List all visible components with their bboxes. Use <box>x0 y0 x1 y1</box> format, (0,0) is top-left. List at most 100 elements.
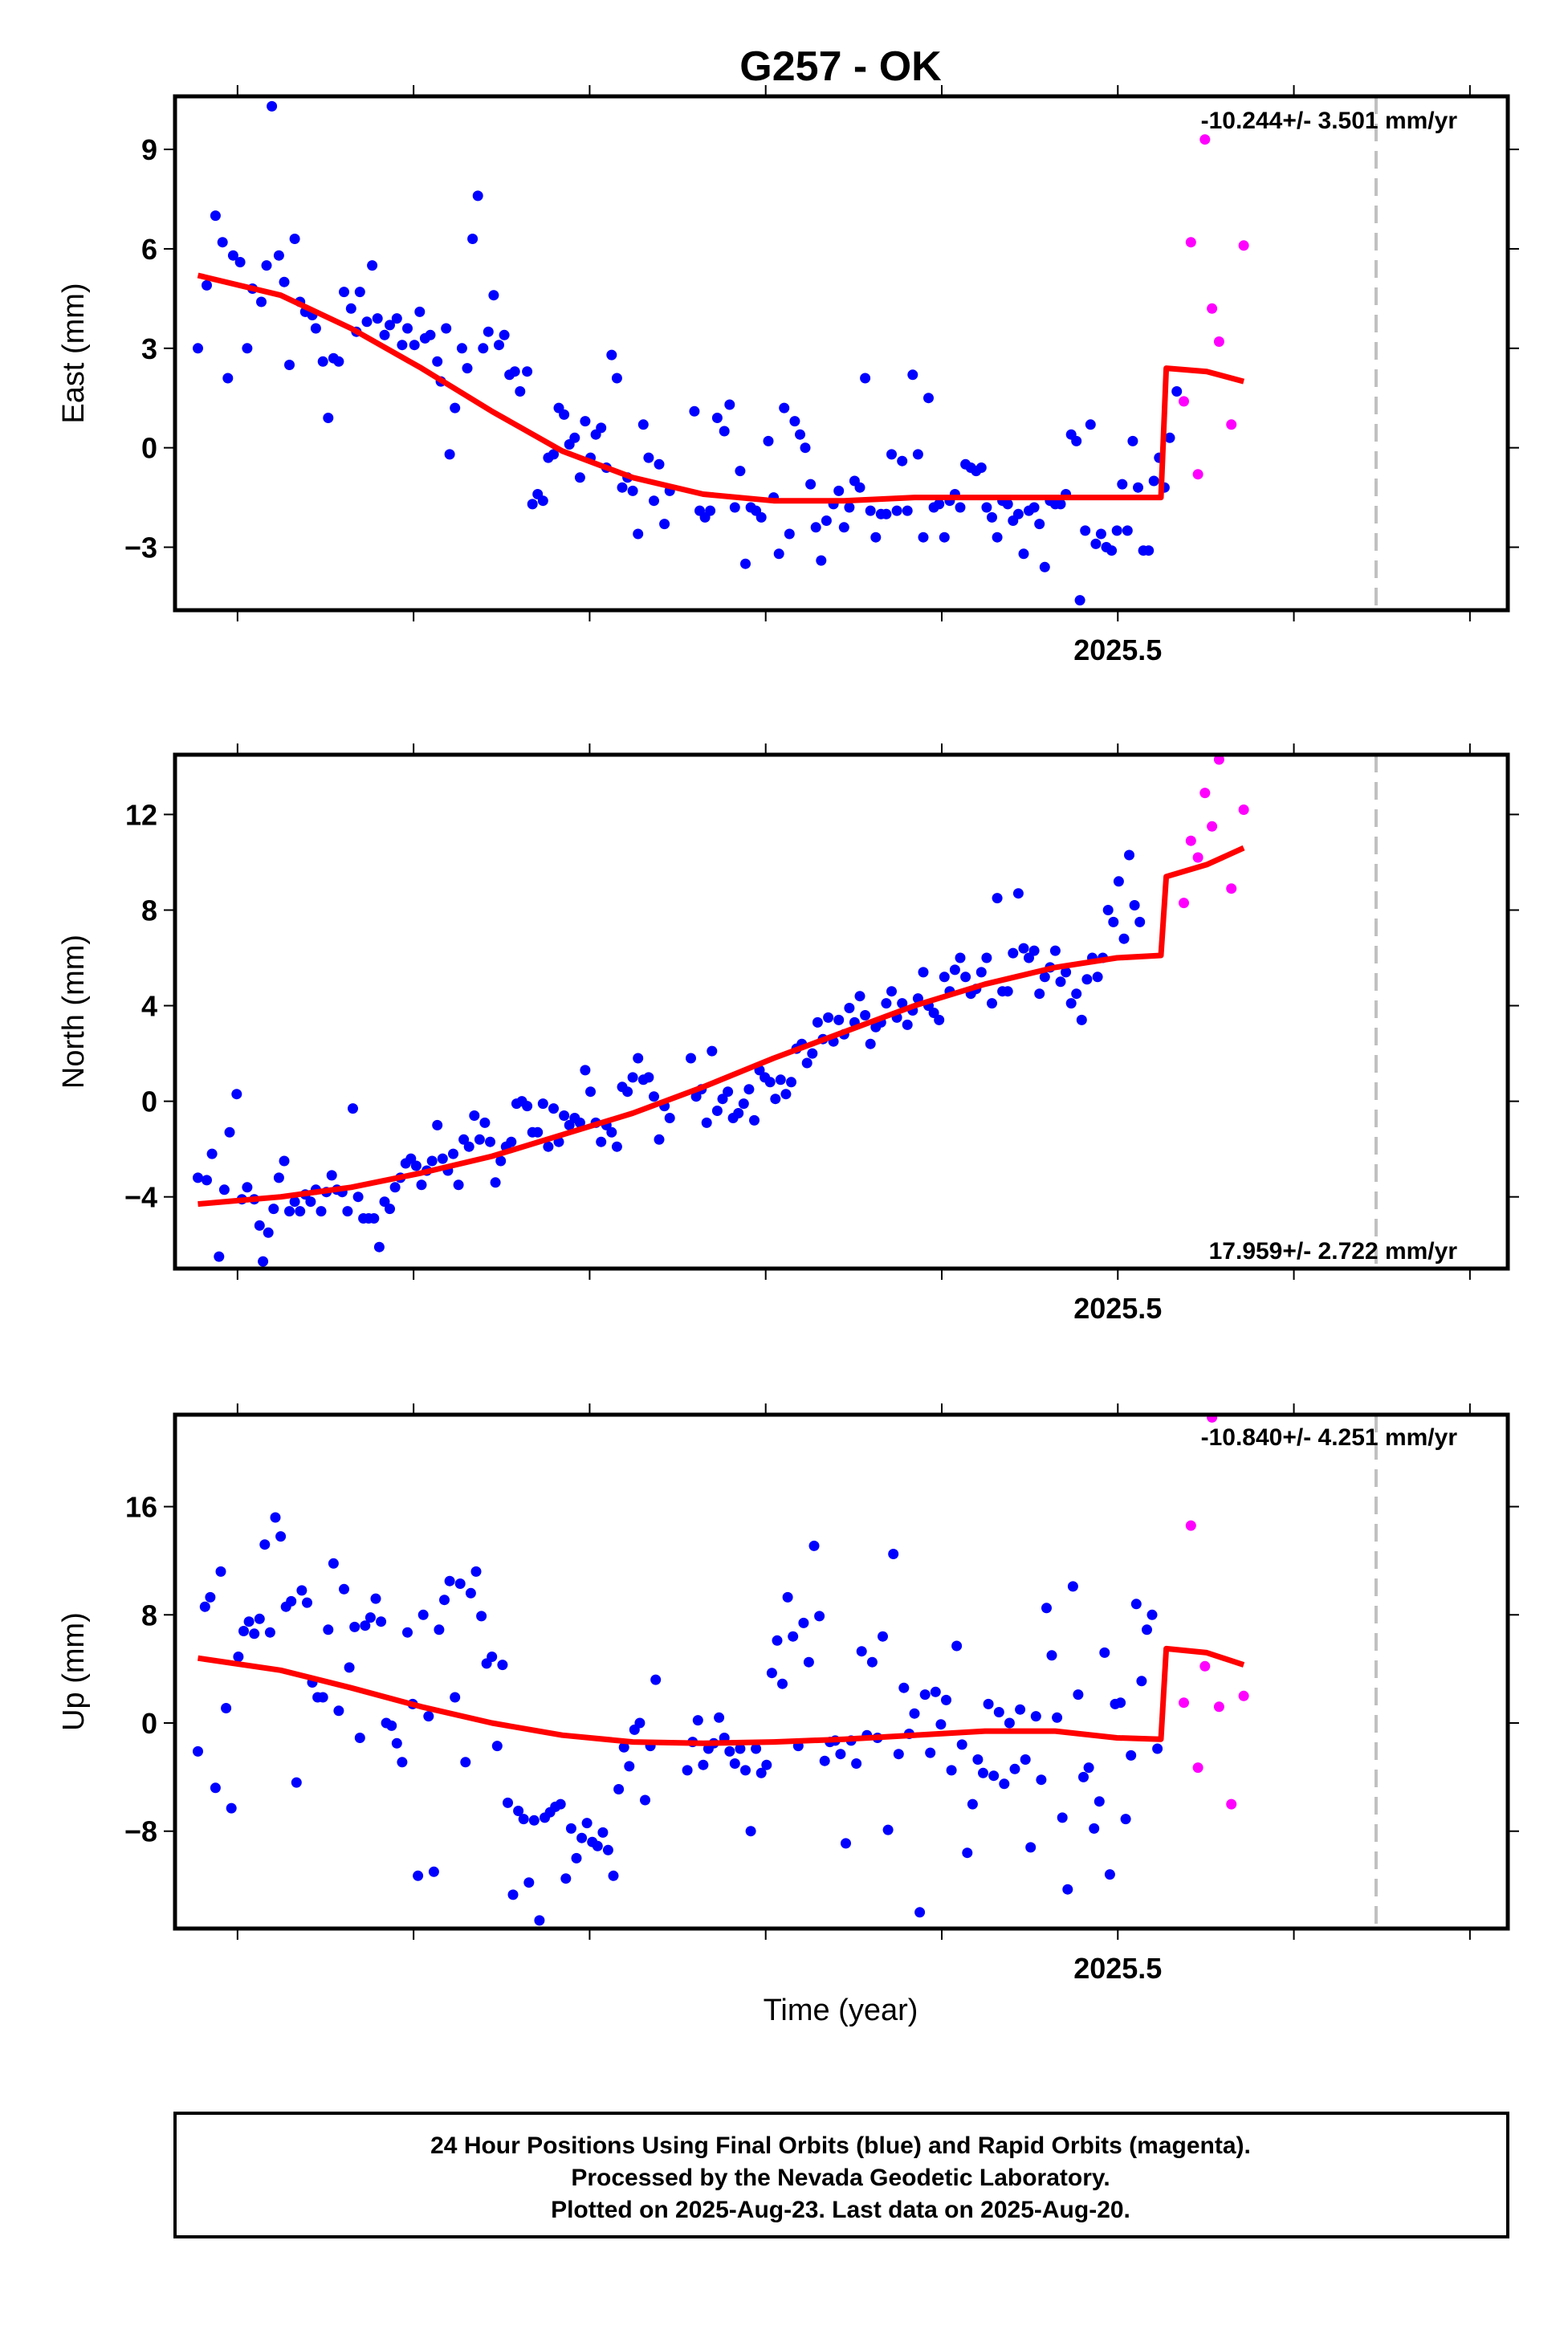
east-final-point <box>689 405 700 417</box>
east-final-point <box>891 505 902 516</box>
east-plot-frame <box>173 94 1510 613</box>
north-final-point <box>432 1119 443 1130</box>
east-final-point <box>865 505 876 516</box>
up-final-point <box>999 1778 1010 1790</box>
up-y-tick-label: 8 <box>141 1599 157 1631</box>
north-final-point <box>717 1094 728 1105</box>
north-final-point <box>606 1126 617 1138</box>
up-final-point <box>962 1847 973 1859</box>
up-rate-label: -10.840+/- 4.251 mm/yr <box>1201 1424 1458 1451</box>
north-final-point <box>928 1008 939 1018</box>
north-final-point <box>506 1136 517 1147</box>
north-final-point <box>981 952 992 963</box>
north-final-point <box>214 1251 225 1262</box>
north-final-point <box>664 1113 675 1123</box>
up-final-point <box>613 1784 625 1794</box>
north-final-point <box>193 1172 203 1183</box>
north-final-point <box>643 1072 654 1083</box>
north-final-point <box>1124 849 1134 861</box>
north-final-point <box>316 1206 327 1217</box>
up-final-point <box>930 1686 941 1697</box>
north-final-point <box>1008 947 1019 959</box>
up-final-point <box>249 1628 260 1640</box>
north-final-point <box>833 1014 845 1025</box>
east-final-point <box>1127 435 1138 446</box>
east-final-point <box>193 343 203 354</box>
up-final-point <box>1046 1650 1057 1661</box>
east-final-point <box>467 234 479 244</box>
footer-line-3: Plotted on 2025-Aug-23. Last data on 202… <box>551 2197 1130 2223</box>
up-final-point <box>777 1678 788 1689</box>
east-final-point <box>992 532 1003 543</box>
up-final-point <box>354 1733 365 1743</box>
north-final-point <box>231 1089 242 1100</box>
up-final-point <box>434 1624 445 1635</box>
footer-box: 24 Hour Positions Using Final Orbits (bl… <box>173 2112 1509 2238</box>
east-final-point <box>606 349 617 360</box>
east-final-point <box>284 360 295 370</box>
east-final-point <box>659 519 670 530</box>
north-final-point <box>1055 976 1066 988</box>
up-final-point <box>798 1617 809 1628</box>
up-final-point <box>766 1668 777 1679</box>
east-final-point <box>472 190 483 202</box>
east-final-point <box>805 479 817 490</box>
up-final-point <box>402 1627 413 1638</box>
up-final-point <box>333 1705 344 1717</box>
east-final-point <box>317 356 328 367</box>
north-final-point <box>633 1053 644 1064</box>
up-final-point <box>597 1827 609 1838</box>
up-final-point <box>503 1797 513 1808</box>
north-final-point <box>453 1179 464 1191</box>
east-final-point <box>1071 435 1082 446</box>
east-final-point <box>444 449 455 460</box>
up-final-point <box>692 1715 703 1726</box>
up-final-point <box>296 1585 307 1596</box>
up-final-point <box>254 1613 265 1624</box>
north-final-point <box>284 1206 295 1217</box>
north-rapid-point <box>1207 821 1218 832</box>
north-plot-frame <box>173 752 1510 1271</box>
east-final-point <box>987 511 997 523</box>
up-final-point <box>534 1915 545 1926</box>
east-final-point <box>261 260 272 271</box>
north-final-point <box>1134 916 1146 927</box>
up-y-tick-label: 16 <box>125 1491 157 1524</box>
north-final-point <box>385 1204 395 1215</box>
up-final-point <box>397 1757 408 1768</box>
up-final-point <box>1073 1689 1084 1701</box>
east-final-point <box>537 495 548 507</box>
up-final-point <box>751 1743 762 1754</box>
up-final-point <box>946 1765 957 1776</box>
up-final-point <box>386 1720 397 1731</box>
up-final-point <box>1015 1704 1026 1715</box>
east-final-point <box>441 323 452 334</box>
east-y-tick-label: 9 <box>141 133 157 166</box>
up-final-point <box>1052 1712 1063 1723</box>
up-final-point <box>983 1698 994 1709</box>
east-final-point <box>643 452 654 463</box>
up-final-point <box>803 1656 814 1668</box>
east-final-point <box>569 432 580 443</box>
north-final-point <box>559 1110 570 1121</box>
north-final-point <box>780 1089 792 1100</box>
north-final-point <box>686 1053 696 1064</box>
up-final-point <box>618 1741 629 1753</box>
east-final-point <box>499 329 510 340</box>
east-final-point <box>1148 475 1159 487</box>
north-y-tick-label: 12 <box>125 798 157 831</box>
east-final-point <box>217 237 228 248</box>
up-final-point <box>238 1626 249 1636</box>
up-final-point <box>755 1767 767 1778</box>
north-final-point <box>580 1065 591 1076</box>
up-final-point <box>634 1717 646 1729</box>
up-final-point <box>909 1708 920 1719</box>
east-final-point <box>934 499 945 510</box>
east-final-point <box>740 558 751 569</box>
north-final-point <box>564 1119 575 1130</box>
east-final-point <box>1090 538 1102 549</box>
up-final-point <box>291 1777 302 1788</box>
north-final-point <box>902 1019 913 1030</box>
north-final-point <box>537 1098 548 1110</box>
